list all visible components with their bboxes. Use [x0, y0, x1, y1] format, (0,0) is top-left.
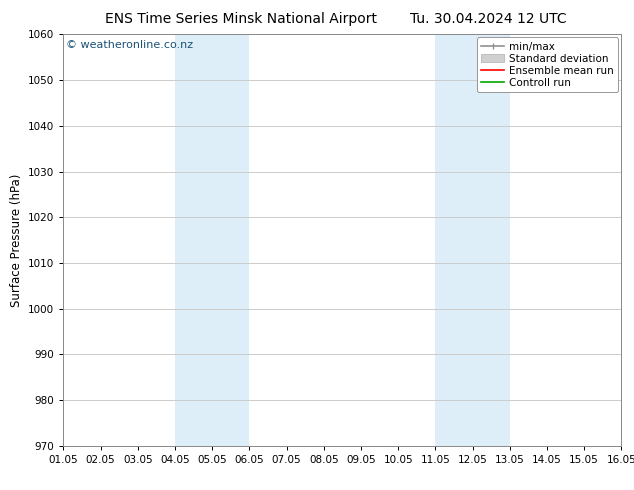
Bar: [175, 34, 249, 446]
Text: ENS Time Series Minsk National Airport: ENS Time Series Minsk National Airport: [105, 12, 377, 26]
Legend: min/max, Standard deviation, Ensemble mean run, Controll run: min/max, Standard deviation, Ensemble me…: [477, 37, 618, 92]
Text: Tu. 30.04.2024 12 UTC: Tu. 30.04.2024 12 UTC: [410, 12, 567, 26]
Bar: [436, 34, 510, 446]
Y-axis label: Surface Pressure (hPa): Surface Pressure (hPa): [10, 173, 23, 307]
Text: © weatheronline.co.nz: © weatheronline.co.nz: [66, 41, 193, 50]
